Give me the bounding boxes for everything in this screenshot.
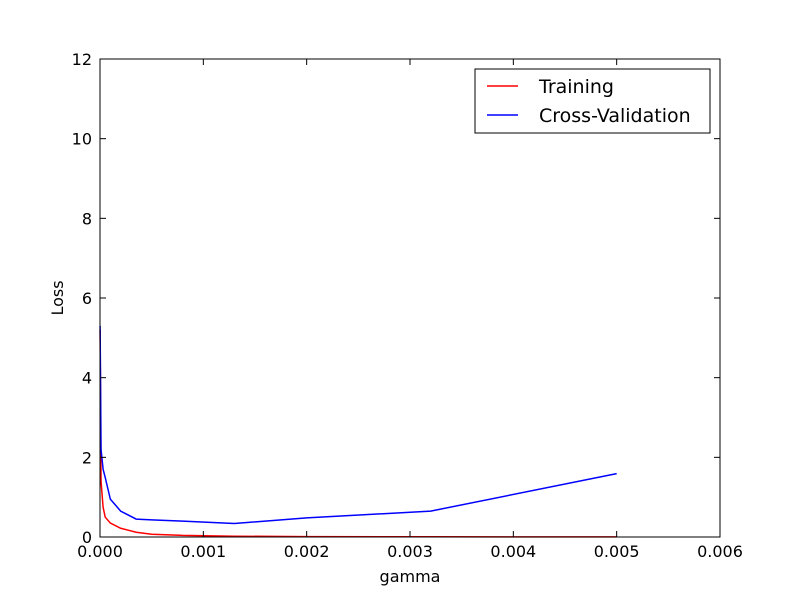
x-tick-label: 0.005 bbox=[594, 542, 640, 561]
cross-validation-series-line bbox=[99, 325, 617, 525]
y-tick-label: 2 bbox=[82, 448, 92, 467]
y-tick-label: 6 bbox=[82, 289, 92, 308]
x-tick-label: 0.000 bbox=[77, 542, 123, 561]
x-tick-label: 0.001 bbox=[180, 542, 226, 561]
y-tick-label: 0 bbox=[82, 528, 92, 547]
x-tick-label: 0.006 bbox=[697, 542, 743, 561]
y-tick-label: 12 bbox=[72, 50, 92, 69]
plot-area: 0.000 0.001 0.002 0.003 0.004 0.005 0.006 0 2 4 6 8… bbox=[72, 50, 743, 561]
legend: Training Cross-Validation bbox=[474, 68, 711, 134]
y-tick-label: 10 bbox=[72, 130, 92, 149]
axes-background bbox=[100, 59, 720, 537]
legend-label-training: Training bbox=[538, 76, 614, 98]
y-tick-label: 4 bbox=[82, 369, 92, 388]
legend-frame bbox=[474, 68, 711, 134]
x-tick-label: 0.004 bbox=[490, 542, 536, 561]
y-tick-label: 8 bbox=[82, 209, 92, 228]
y-axis-title: Loss bbox=[48, 280, 67, 315]
axes-frame bbox=[99, 58, 721, 538]
x-tick-label: 0.003 bbox=[387, 542, 433, 561]
x-axis-title: gamma bbox=[380, 567, 441, 586]
x-tick-label: 0.002 bbox=[284, 542, 330, 561]
tick-layer: 0.000 0.001 0.002 0.003 0.004 0.005 0.006 0 2 4 6 8… bbox=[72, 50, 743, 561]
legend-label-cross-validation: Cross-Validation bbox=[539, 105, 691, 127]
